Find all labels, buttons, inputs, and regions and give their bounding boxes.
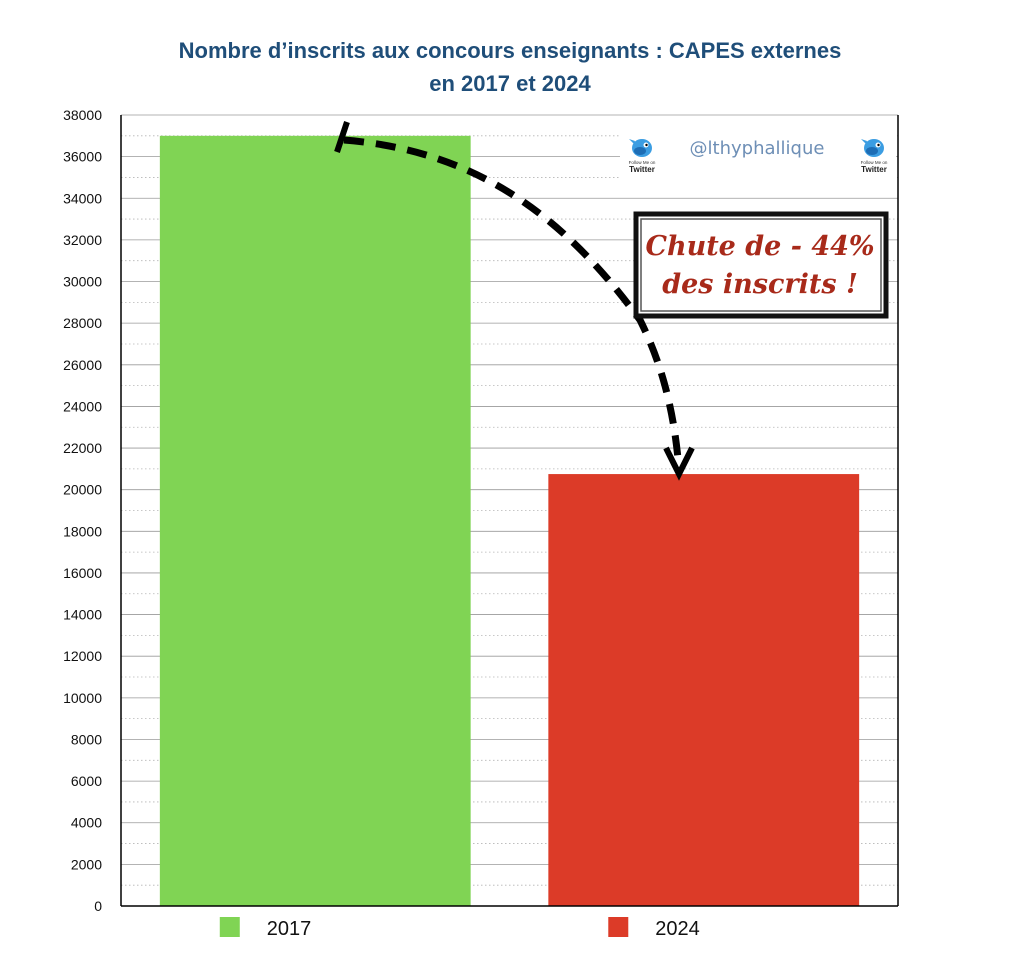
y-tick-label: 10000	[63, 690, 102, 706]
bar-2024	[548, 474, 860, 906]
legend: 2017 2024	[219, 917, 700, 940]
drop-arrow-head	[663, 446, 695, 481]
y-tick-label: 22000	[63, 440, 102, 456]
drop-arrow	[334, 121, 695, 481]
y-tick-label: 16000	[63, 565, 102, 581]
y-tick-label: 26000	[63, 357, 102, 373]
bar-2017	[159, 135, 471, 906]
y-tick-label: 32000	[63, 232, 102, 248]
legend-swatch-2024	[608, 917, 629, 937]
y-tick-label: 14000	[63, 607, 102, 623]
follow-text-right: Follow Me on	[861, 160, 888, 165]
watermark: Follow Me on Twitter @lthyphallique Foll…	[620, 122, 896, 178]
twitter-bird-icon	[861, 139, 884, 157]
annotation-line-1: Chute de - 44%	[645, 231, 874, 262]
y-axis-tick-labels: 0 2000 4000 6000 8000 10000 12000 14000 16000 180…	[63, 107, 102, 914]
twitter-bird-icon	[629, 139, 652, 157]
bars	[159, 135, 860, 906]
y-tick-label: 30000	[63, 274, 102, 290]
legend-label-2024: 2024	[655, 918, 700, 940]
legend-label-2017: 2017	[267, 918, 312, 940]
annotation-box: Chute de - 44% des inscrits !	[633, 211, 889, 319]
twitter-text-right: Twitter	[861, 165, 887, 174]
drop-arrow-line	[343, 136, 683, 471]
axes	[120, 115, 899, 907]
annotation-line-2: des inscrits !	[662, 269, 858, 300]
y-tick-label: 38000	[63, 107, 102, 123]
legend-swatch-2017	[219, 917, 240, 937]
drop-arrow-tail	[334, 121, 350, 153]
annotation-frame	[633, 211, 889, 319]
chart-title-line-2: en 2017 et 2024	[429, 71, 591, 96]
twitter-handle: @lthyphallique	[690, 138, 825, 159]
y-tick-label: 20000	[63, 482, 102, 498]
chart-title-line-1: Nombre d’inscrits aux concours enseignan…	[179, 38, 842, 63]
y-tick-label: 8000	[71, 731, 102, 747]
twitter-text-left: Twitter	[629, 165, 655, 174]
y-tick-label: 6000	[71, 773, 102, 789]
y-tick-label: 36000	[63, 149, 102, 165]
y-tick-label: 28000	[63, 315, 102, 331]
y-tick-label: 18000	[63, 523, 102, 539]
y-tick-label: 12000	[63, 648, 102, 664]
annotation-inner-frame	[640, 218, 882, 312]
follow-text-left: Follow Me on	[629, 160, 656, 165]
y-tick-label: 2000	[71, 856, 102, 872]
y-tick-label: 24000	[63, 398, 102, 414]
y-tick-label: 34000	[63, 190, 102, 206]
y-tick-label: 0	[94, 898, 102, 914]
y-tick-label: 4000	[71, 815, 102, 831]
watermark-background	[620, 122, 896, 178]
